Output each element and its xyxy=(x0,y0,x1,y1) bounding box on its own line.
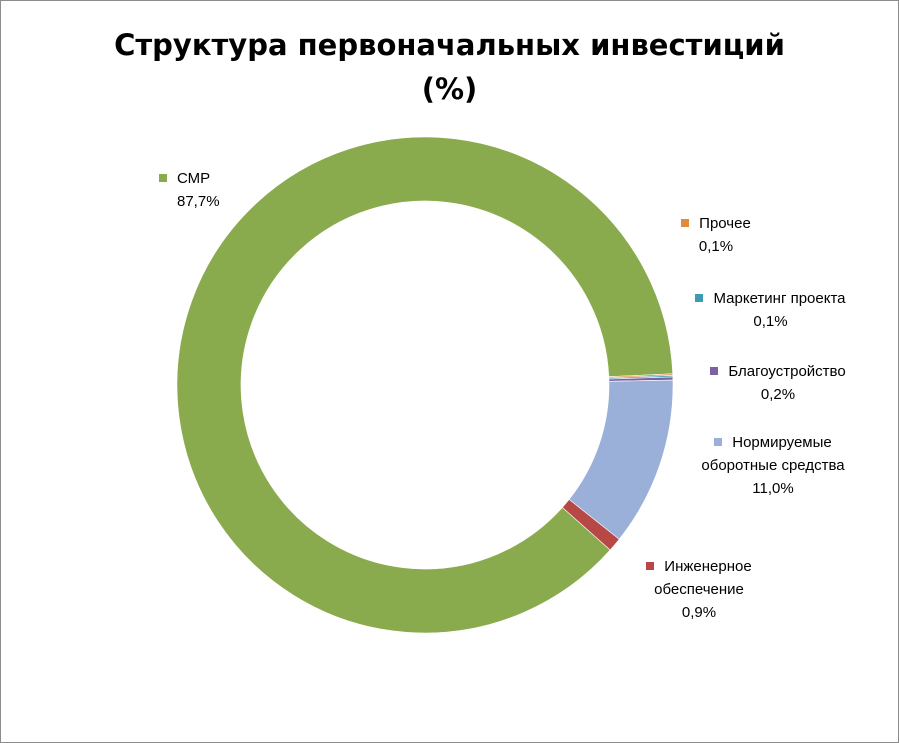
slice-engineering xyxy=(561,499,620,551)
landscaping-value: 0,2% xyxy=(760,386,796,403)
landscaping-label: Благоустройство xyxy=(728,363,846,380)
working-capital-value: 11,0% xyxy=(752,480,794,497)
label-working-capital: Нормируемые оборотные средства 11,0% xyxy=(673,431,873,500)
landscaping-swatch xyxy=(710,367,719,375)
other-value: 0,1% xyxy=(698,238,734,255)
working-capital-label-line2: оборотные средства xyxy=(701,457,845,474)
engineering-swatch xyxy=(646,562,655,570)
label-landscaping: Благоустройство 0,2% xyxy=(693,360,863,406)
label-marketing: Маркетинг проекта 0,1% xyxy=(673,287,868,333)
label-engineering: Инженерное обеспечение 0,9% xyxy=(629,555,769,624)
working-capital-swatch xyxy=(714,438,723,446)
smr-value: 87,7% xyxy=(177,193,220,210)
engineering-value: 0,9% xyxy=(681,604,717,621)
marketing-label: Маркетинг проекта xyxy=(713,290,846,307)
chart-title-unit: (%) xyxy=(421,72,478,106)
slice-smr xyxy=(176,136,674,634)
chart-title: Структура первоначальных инвестиций (%) xyxy=(1,23,898,111)
other-swatch xyxy=(681,219,690,227)
smr-swatch xyxy=(159,174,167,182)
engineering-label-line2: обеспечение xyxy=(654,581,744,598)
working-capital-label-line1: Нормируемые xyxy=(732,434,832,451)
marketing-swatch xyxy=(695,294,704,302)
marketing-value: 0,1% xyxy=(753,313,788,330)
chart-title-main: Структура первоначальных инвестиций xyxy=(114,28,785,62)
label-other: Прочее 0,1% xyxy=(661,212,771,258)
other-label: Прочее xyxy=(699,215,751,232)
label-smr: СМР 87,7% xyxy=(159,167,220,213)
engineering-label-line1: Инженерное xyxy=(664,558,752,575)
smr-label: СМР xyxy=(177,170,211,187)
